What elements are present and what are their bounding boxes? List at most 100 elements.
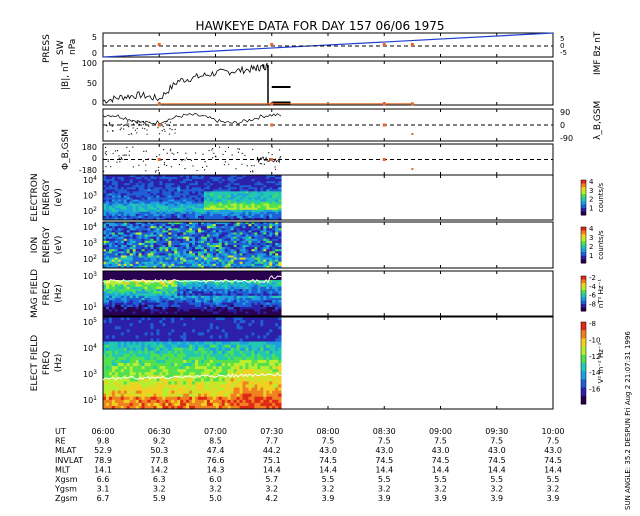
spectrogram-cell — [121, 317, 124, 320]
spectrogram-cell — [153, 397, 156, 400]
spectrogram-cell — [124, 326, 127, 329]
spectrogram-cell — [156, 329, 159, 332]
spectrogram-cell — [153, 394, 156, 397]
spectrogram-cell — [118, 348, 121, 351]
spectrogram-cell — [124, 354, 127, 357]
spectrogram-cell — [115, 391, 118, 394]
spectrogram-cell — [124, 320, 127, 323]
spectrogram-cell — [109, 351, 112, 354]
lambda-dot — [126, 122, 127, 123]
y-tick-label: 104 — [83, 222, 97, 232]
spectrogram-cell — [142, 369, 145, 372]
y-tick-label: 0 — [92, 49, 97, 58]
phi-dot — [228, 164, 229, 165]
spectrogram-cell — [118, 403, 121, 406]
spectrogram-cell — [124, 403, 127, 406]
spectrogram-cell — [112, 351, 115, 354]
colorbar-tick: -6 — [589, 292, 597, 300]
spectrogram-cell — [121, 323, 124, 326]
spectrogram-cell — [106, 332, 109, 335]
spectrogram-cell — [115, 329, 118, 332]
spectrogram-cell — [130, 351, 133, 354]
spectrogram-cell — [159, 366, 162, 369]
spectrogram-cell — [112, 363, 115, 366]
spectrogram-cell — [148, 366, 151, 369]
spectrogram-cell — [115, 335, 118, 338]
spectrogram-cell — [156, 323, 159, 326]
spectrogram-cell — [162, 391, 165, 394]
spectrogram-cell — [130, 354, 133, 357]
spectrogram-cell — [156, 366, 159, 369]
spectrogram-cell — [124, 363, 127, 366]
spectrogram-cell — [145, 400, 148, 403]
lambda-series — [103, 113, 281, 124]
spectrogram-cell — [109, 366, 112, 369]
page-title: HAWKEYE DATA FOR DAY 157 06/06 1975 — [196, 19, 445, 33]
spectrogram-cell — [115, 351, 118, 354]
phi-dot — [261, 163, 262, 164]
spectrogram-cell — [118, 320, 121, 323]
spectrogram-cell — [127, 357, 130, 360]
spectrogram-cell — [156, 345, 159, 348]
spectrogram-cell — [106, 400, 109, 403]
imf-marker — [411, 168, 413, 170]
colorbar-swatch — [581, 283, 586, 287]
phi-dot — [106, 151, 107, 152]
spectrogram-cell — [112, 342, 115, 345]
spectrogram-cell — [118, 384, 121, 387]
spectrogram-cell — [106, 384, 109, 387]
spectrogram-cell — [162, 317, 165, 320]
spectrogram-cell — [162, 357, 165, 360]
spectrogram-cell — [133, 360, 136, 363]
y-tick-exp: 2 — [93, 206, 97, 213]
phi-dot — [254, 165, 255, 166]
phi-dot — [219, 147, 220, 148]
spectrogram-cell — [153, 320, 156, 323]
spectrogram-cell — [112, 317, 115, 320]
phi-dot — [268, 152, 269, 153]
spectrogram-cell — [153, 317, 156, 320]
phi-dot — [163, 149, 164, 150]
spectrogram-cell — [151, 335, 154, 338]
spectrogram-cell — [115, 369, 118, 372]
phi-dot — [206, 166, 207, 167]
spectrogram-cell — [156, 351, 159, 354]
spectrogram-cell — [171, 323, 174, 326]
spectrogram-cell — [106, 354, 109, 357]
spectrogram-cell — [162, 378, 165, 381]
lambda-dot — [121, 128, 122, 129]
spectrogram-cell — [109, 329, 112, 332]
spectrogram-cell — [121, 335, 124, 338]
spectrogram-cell — [156, 381, 159, 384]
spectrogram-cell — [121, 381, 124, 384]
imf-marker — [158, 102, 161, 105]
imf-marker — [383, 158, 386, 161]
spectrogram-cell — [121, 348, 124, 351]
spectrogram-cell — [148, 381, 151, 384]
spectrogram-cell — [121, 326, 124, 329]
spectrogram-cell — [168, 388, 171, 391]
lambda-dot — [102, 127, 103, 128]
spectrogram-cell — [142, 323, 145, 326]
spectrogram-cell — [112, 366, 115, 369]
phi-dot — [108, 159, 109, 160]
spectrogram-cell — [156, 360, 159, 363]
phi-dot — [252, 171, 253, 172]
lambda-dot — [169, 125, 170, 126]
spectrogram-cell — [156, 369, 159, 372]
lambda-dot — [142, 128, 143, 129]
spectrogram-cell — [142, 338, 145, 341]
phi-dot — [186, 157, 187, 158]
spectrogram-cell — [136, 317, 139, 320]
panel-frame-bmag — [103, 61, 553, 105]
spectrogram-cell — [162, 351, 165, 354]
spectrogram-cell — [168, 354, 171, 357]
spectrogram-cell — [106, 366, 109, 369]
spectrogram-cell — [142, 351, 145, 354]
imf-marker — [158, 158, 161, 161]
spectrogram-cell — [130, 372, 133, 375]
spectrogram-cell — [109, 400, 112, 403]
spectrogram-cell — [148, 363, 151, 366]
spectrogram-cell — [118, 317, 121, 320]
spectrogram-cell — [118, 394, 121, 397]
